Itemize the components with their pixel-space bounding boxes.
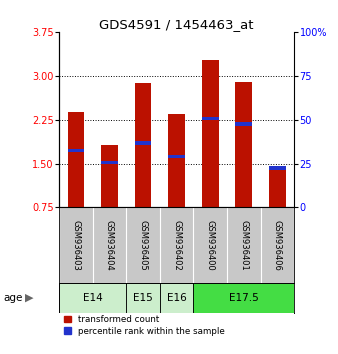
Text: age: age bbox=[3, 293, 23, 303]
Bar bbox=[202, 60, 219, 207]
Bar bbox=[269, 168, 286, 207]
Bar bbox=[101, 161, 118, 164]
Bar bbox=[269, 166, 286, 170]
Bar bbox=[202, 117, 219, 120]
Bar bbox=[135, 83, 151, 207]
Bar bbox=[235, 122, 252, 126]
Text: GSM936404: GSM936404 bbox=[105, 220, 114, 270]
Text: GSM936402: GSM936402 bbox=[172, 220, 181, 270]
Bar bbox=[168, 155, 185, 158]
Title: GDS4591 / 1454463_at: GDS4591 / 1454463_at bbox=[99, 18, 254, 31]
Text: ▶: ▶ bbox=[24, 293, 33, 303]
Text: GSM936401: GSM936401 bbox=[239, 220, 248, 270]
Text: GSM936400: GSM936400 bbox=[206, 220, 215, 270]
Text: GSM936405: GSM936405 bbox=[139, 220, 148, 270]
Text: E16: E16 bbox=[167, 293, 187, 303]
Bar bbox=[126, 283, 160, 313]
Text: E15: E15 bbox=[133, 293, 153, 303]
Bar bbox=[59, 283, 126, 313]
Bar bbox=[135, 141, 151, 145]
Text: E14: E14 bbox=[83, 293, 103, 303]
Text: GSM936403: GSM936403 bbox=[71, 220, 80, 270]
Bar bbox=[235, 82, 252, 207]
Bar bbox=[160, 283, 193, 313]
Bar bbox=[68, 149, 84, 153]
Legend: transformed count, percentile rank within the sample: transformed count, percentile rank withi… bbox=[64, 315, 225, 336]
Bar bbox=[193, 283, 294, 313]
Text: GSM936406: GSM936406 bbox=[273, 220, 282, 270]
Bar bbox=[101, 145, 118, 207]
Bar bbox=[168, 114, 185, 207]
Text: E17.5: E17.5 bbox=[229, 293, 259, 303]
Bar bbox=[68, 112, 84, 207]
